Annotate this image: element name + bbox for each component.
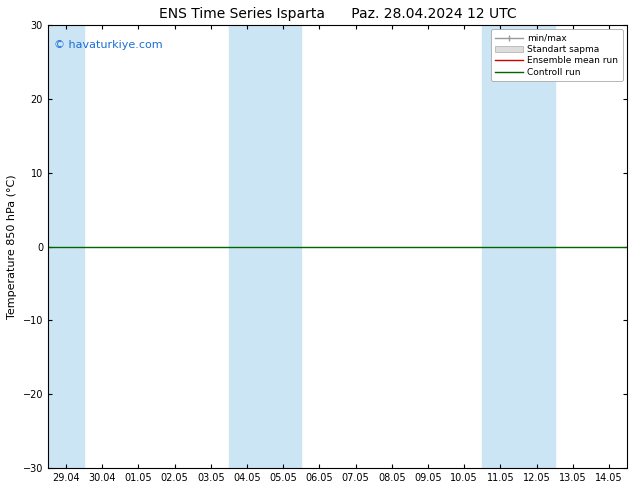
Title: ENS Time Series Isparta      Paz. 28.04.2024 12 UTC: ENS Time Series Isparta Paz. 28.04.2024 … [158, 7, 516, 21]
Bar [48, 25, 84, 468]
Y-axis label: Temperature 850 hPa (°C): Temperature 850 hPa (°C) [7, 174, 17, 319]
Bar [229, 25, 301, 468]
Legend: min/max, Standart sapma, Ensemble mean run, Controll run: min/max, Standart sapma, Ensemble mean r… [491, 29, 623, 81]
Text: © havaturkiye.com: © havaturkiye.com [54, 40, 162, 50]
Bar [482, 25, 555, 468]
